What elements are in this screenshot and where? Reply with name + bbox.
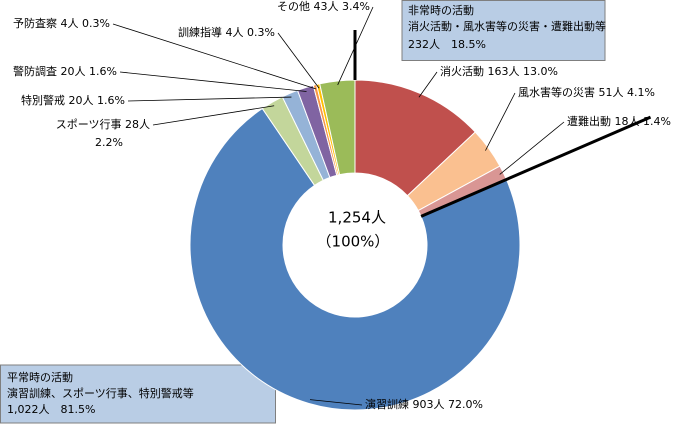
slice-label: 警防調査 20人 1.6% (13, 64, 117, 78)
leader-line (119, 71, 307, 92)
slice-label: 風水害等の災害 51人 4.1% (518, 85, 655, 99)
total-percent: （100%） (317, 233, 390, 251)
label-part: 4人 (226, 26, 244, 39)
group-summary: 1,022人 81.5% (7, 403, 95, 416)
slice-label: 遭難出動 18人 1.4% (567, 114, 671, 128)
label-part: その他 (277, 0, 310, 13)
leader-line (309, 399, 363, 406)
label-part: スポーツ行事 (56, 118, 122, 131)
group-box (401, 0, 606, 61)
label-part: 訓練指導 (178, 25, 222, 39)
leader-line (152, 105, 275, 126)
leader-line (499, 121, 565, 175)
label-part: 特別警戒 (21, 93, 65, 107)
group-title: 平常時の活動 (7, 370, 73, 384)
label-part: 風水害等の災害 (518, 85, 595, 99)
label-part: 4人 (61, 17, 79, 30)
label-part: 0.3% (82, 17, 110, 30)
leader-line (112, 23, 316, 90)
label-part: 51人 (599, 86, 624, 99)
slice-label: 2.2% (95, 136, 123, 149)
group-detail: 消火活動・風水害等の災害・遭難出動等 (408, 19, 606, 33)
leader-line (127, 96, 292, 102)
slice-label: 演習訓練 903人 72.0% (365, 397, 483, 411)
label-part: 72.0% (448, 398, 483, 411)
slice-label: その他 43人 3.4% (277, 0, 370, 13)
total-label: 1,254人 (328, 209, 386, 227)
label-part: 警防調査 (13, 64, 57, 78)
leader-line (418, 71, 438, 98)
slice-label: 予防査察 4人 0.3% (13, 16, 110, 30)
label-part: 20人 (69, 94, 94, 107)
label-part: 13.0% (523, 65, 558, 78)
label-part: 1.6% (97, 94, 125, 107)
slice-label: 消火活動 163人 13.0% (440, 64, 558, 78)
label-part: 0.3% (247, 26, 275, 39)
group-separator (420, 115, 652, 218)
group-summary: 232人 18.5% (408, 38, 486, 51)
label-part: 28人 (125, 118, 150, 131)
label-part: 163人 (488, 65, 520, 78)
label-part: 3.4% (342, 0, 370, 13)
label-part: 演習訓練 (365, 397, 409, 411)
group-box (0, 364, 276, 424)
donut-slice (189, 107, 521, 411)
label-part: 予防査察 (13, 16, 57, 30)
label-part: 20人 (61, 65, 86, 78)
slice-label: 特別警戒 20人 1.6% (21, 93, 125, 107)
label-part: 消火活動 (440, 64, 484, 78)
leader-line (277, 32, 320, 89)
label-part: 43人 (314, 0, 339, 13)
slice-label: スポーツ行事 28人 (56, 118, 150, 131)
donut-slice (319, 79, 356, 176)
label-part: 1.6% (89, 65, 117, 78)
label-part: 4.1% (627, 86, 655, 99)
group-detail: 演習訓練、スポーツ行事、特別警戒等 (7, 386, 194, 400)
label-part: 903人 (413, 398, 445, 411)
label-part: 遭難出動 (567, 114, 611, 128)
slice-label: 訓練指導 4人 0.3% (178, 25, 275, 39)
group-title: 非常時の活動 (408, 3, 474, 17)
leader-line (485, 92, 516, 151)
